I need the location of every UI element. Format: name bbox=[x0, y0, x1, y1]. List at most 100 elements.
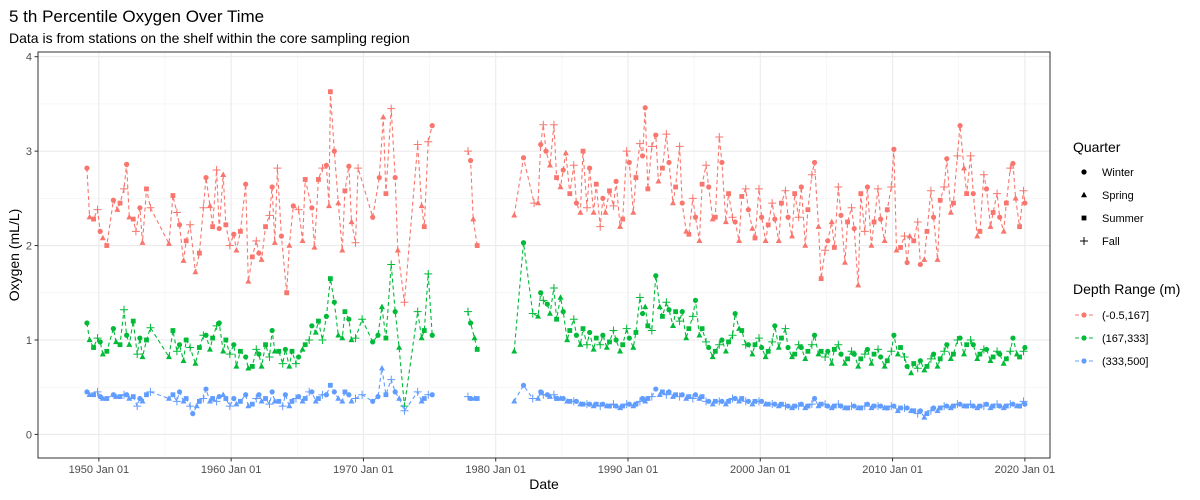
data-point bbox=[421, 396, 427, 401]
data-point bbox=[593, 181, 599, 187]
data-point bbox=[286, 363, 293, 369]
data-point bbox=[139, 398, 146, 404]
data-point bbox=[263, 342, 268, 348]
data-point bbox=[196, 398, 202, 404]
data-point bbox=[974, 232, 981, 239]
data-point bbox=[642, 398, 649, 404]
data-point bbox=[1019, 186, 1028, 195]
data-point bbox=[573, 398, 580, 404]
x-tick-label: 2000 Jan 01 bbox=[730, 464, 791, 476]
data-point bbox=[210, 396, 216, 401]
data-point bbox=[387, 104, 396, 113]
data-point bbox=[947, 355, 954, 362]
data-point bbox=[421, 328, 427, 333]
data-point bbox=[569, 315, 578, 324]
data-point bbox=[474, 243, 480, 248]
data-point bbox=[538, 290, 544, 296]
data-point bbox=[662, 390, 671, 399]
data-point bbox=[535, 395, 542, 401]
data-point bbox=[383, 335, 389, 341]
data-point bbox=[370, 398, 376, 404]
data-point bbox=[86, 336, 93, 343]
data-point bbox=[354, 164, 363, 173]
data-point bbox=[346, 316, 352, 322]
data-point bbox=[258, 256, 265, 262]
data-point bbox=[656, 391, 663, 397]
data-point bbox=[894, 350, 901, 357]
data-point bbox=[781, 186, 790, 195]
data-point bbox=[413, 387, 422, 396]
data-point bbox=[263, 396, 268, 401]
data-point bbox=[805, 348, 811, 354]
data-point bbox=[193, 402, 200, 409]
data-point bbox=[926, 186, 935, 195]
legend-key-triangle bbox=[1081, 191, 1087, 198]
data-point bbox=[429, 392, 435, 398]
data-point bbox=[732, 310, 738, 317]
x-axis-title: Date bbox=[529, 476, 559, 492]
data-point bbox=[884, 358, 890, 364]
data-point bbox=[887, 347, 896, 356]
data-point bbox=[560, 395, 566, 402]
data-point bbox=[144, 392, 149, 398]
data-point bbox=[318, 335, 327, 344]
data-point bbox=[602, 209, 609, 215]
data-point bbox=[1006, 164, 1015, 173]
data-point bbox=[666, 389, 672, 395]
data-point bbox=[216, 320, 222, 326]
data-point bbox=[375, 394, 381, 400]
data-point bbox=[924, 364, 930, 369]
data-point bbox=[864, 346, 871, 353]
data-point bbox=[607, 339, 612, 345]
data-point bbox=[794, 213, 803, 222]
data-point bbox=[387, 260, 396, 269]
data-point bbox=[622, 147, 631, 156]
data-point bbox=[881, 363, 888, 369]
data-point bbox=[726, 191, 731, 197]
panel-background bbox=[38, 52, 1050, 458]
data-point bbox=[765, 222, 771, 228]
data-point bbox=[696, 331, 703, 338]
data-point bbox=[392, 389, 398, 395]
x-tick-label: 2020 Jan 01 bbox=[995, 464, 1056, 476]
series-2 bbox=[84, 240, 1028, 411]
data-point bbox=[679, 392, 685, 398]
data-point bbox=[238, 228, 243, 234]
data-point bbox=[630, 344, 637, 350]
data-point bbox=[789, 232, 796, 239]
data-point bbox=[278, 402, 287, 411]
data-point bbox=[937, 197, 943, 203]
data-point bbox=[137, 335, 143, 341]
data-point bbox=[400, 406, 409, 415]
data-point bbox=[828, 360, 835, 366]
data-point bbox=[666, 307, 672, 313]
data-point bbox=[692, 214, 699, 220]
data-point bbox=[893, 246, 900, 253]
data-point bbox=[847, 203, 856, 212]
data-point bbox=[165, 240, 172, 246]
data-point bbox=[396, 344, 403, 350]
data-point bbox=[645, 396, 651, 401]
data-point bbox=[269, 389, 275, 395]
data-point bbox=[186, 343, 195, 352]
data-point bbox=[719, 337, 725, 343]
data-point bbox=[97, 339, 103, 345]
data-point bbox=[104, 243, 110, 248]
x-tick-label: 1970 Jan 01 bbox=[333, 464, 394, 476]
data-point bbox=[659, 165, 665, 171]
data-point bbox=[245, 365, 252, 371]
data-point bbox=[754, 334, 763, 343]
data-point bbox=[656, 303, 663, 310]
data-point bbox=[1000, 404, 1007, 411]
data-point bbox=[387, 375, 396, 384]
data-point bbox=[828, 218, 835, 225]
data-point bbox=[825, 238, 831, 244]
data-point bbox=[957, 123, 963, 129]
data-point bbox=[838, 212, 844, 218]
data-point bbox=[977, 351, 983, 357]
data-point bbox=[370, 214, 376, 220]
data-point bbox=[990, 403, 996, 409]
data-point bbox=[1022, 344, 1028, 351]
data-point bbox=[269, 184, 275, 190]
data-point bbox=[203, 332, 209, 338]
